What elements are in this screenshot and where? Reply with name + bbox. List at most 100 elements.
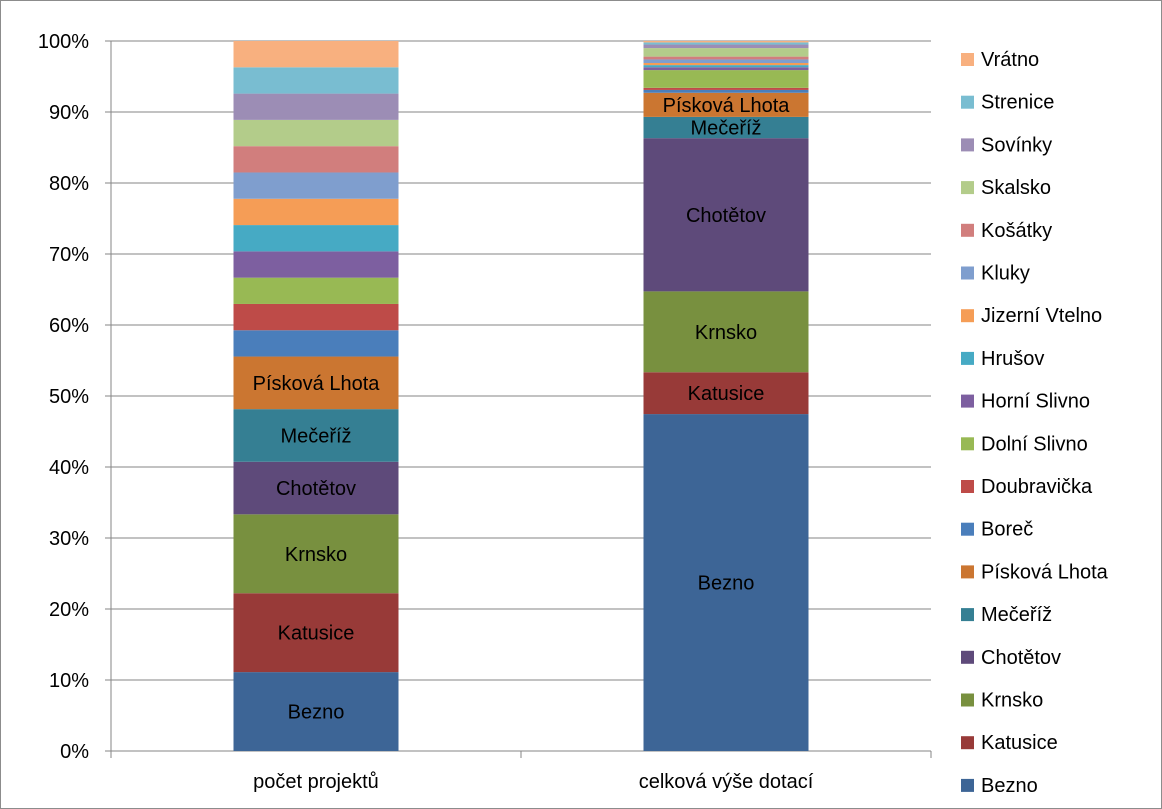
y-tick-label: 40%: [49, 457, 89, 479]
bar-segment: [643, 89, 809, 93]
bar-segment: [643, 372, 809, 415]
legend-label: Sovínky: [981, 134, 1052, 156]
bar-segment: [643, 42, 809, 45]
legend-label: Jizerní Vtelno: [981, 305, 1102, 327]
bar-segment: [643, 116, 809, 139]
bar-segment: [233, 672, 399, 751]
legend-swatch: [961, 650, 974, 664]
y-tick-label: 10%: [49, 670, 89, 692]
legend-label: Košátky: [981, 220, 1052, 242]
bar-segment: [643, 56, 809, 60]
data-label: Krnsko: [695, 322, 757, 344]
legend-label: Horní Slivno: [981, 391, 1090, 413]
data-label: Bezno: [288, 702, 345, 724]
bar-segment: [643, 414, 809, 751]
bar-segment: [233, 67, 399, 94]
legend-swatch: [961, 95, 974, 109]
bar-segment: [233, 198, 399, 226]
legend-label: Písková Lhota: [981, 561, 1109, 583]
bar-segment: [233, 146, 399, 173]
data-label: Krnsko: [285, 544, 347, 566]
data-label: Bezno: [698, 573, 755, 595]
bar-segment: [643, 67, 809, 71]
legend-swatch: [961, 480, 974, 493]
y-tick-label: 30%: [49, 528, 89, 550]
bar-segment: [643, 92, 809, 117]
legend-swatch: [961, 309, 974, 323]
bar-segment: [233, 277, 399, 304]
legend-swatch: [961, 223, 974, 237]
bar-segment: [643, 59, 809, 63]
data-label: Mečeříž: [280, 425, 351, 447]
bar-segment: [643, 291, 809, 373]
legend-label: Vrátno: [981, 49, 1039, 71]
legend-label: Katusice: [981, 732, 1058, 754]
x-category-label: počet projektů: [253, 771, 379, 793]
y-tick-label: 90%: [49, 102, 89, 124]
bar-segment: [643, 87, 809, 90]
y-tick-label: 70%: [49, 244, 89, 266]
y-tick-label: 80%: [49, 173, 89, 195]
legend-swatch: [961, 138, 974, 152]
data-labels: BeznoKatusiceKrnskoChotětovMečeřížPískov…: [253, 95, 791, 724]
bar-segment: [643, 138, 809, 292]
legend-swatch: [961, 266, 974, 280]
y-tick-label: 20%: [49, 599, 89, 621]
data-label: Katusice: [278, 623, 355, 645]
legend-label: Doubravička: [981, 476, 1093, 498]
bar-segment: [643, 41, 809, 43]
legend-swatch: [961, 394, 974, 408]
legend-swatch: [961, 53, 974, 66]
bar-segment: [643, 62, 809, 66]
data-label: Chotětov: [276, 478, 356, 500]
legend-swatch: [961, 693, 974, 707]
axes: 0% 10% 20% 30% 40% 50% 60% 70% 80% 90% 100% počet p…: [38, 31, 932, 793]
legend-label: Boreč: [981, 519, 1033, 541]
y-tick-label: 100%: [38, 31, 89, 53]
legend-label: Skalsko: [981, 177, 1051, 199]
bar-segment: [233, 514, 399, 594]
legend-label: Chotětov: [981, 647, 1061, 669]
legend-swatch: [961, 608, 974, 622]
legend-label: Krnsko: [981, 690, 1043, 712]
bar-segment: [233, 119, 399, 147]
bar-segment: [643, 70, 809, 88]
bar-segment: [233, 93, 399, 120]
bar-segment: [233, 409, 399, 462]
y-tick-label: 0%: [60, 741, 89, 763]
bar-segment: [643, 44, 809, 49]
x-category-label: celková výše dotací: [639, 771, 814, 793]
data-label: Mečeříž: [690, 118, 761, 140]
legend: Vrátno Strenice Sovínky Skalsko Košátky Kluky…: [961, 49, 1109, 797]
bar-segment: [233, 461, 399, 515]
legend-label: Mečeříž: [981, 604, 1052, 626]
bar-segment: [233, 303, 399, 331]
bar-segment: [643, 48, 809, 57]
legend-label: Hrušov: [981, 348, 1044, 370]
legend-swatch: [961, 565, 974, 579]
legend-label: Dolní Slivno: [981, 433, 1088, 455]
bar-segment: [233, 356, 399, 410]
legend-swatch: [961, 437, 974, 451]
data-label: Písková Lhota: [253, 373, 381, 395]
data-label: Chotětov: [686, 205, 766, 227]
legend-swatch: [961, 522, 974, 536]
y-tick-label: 50%: [49, 386, 89, 408]
bar-segment: [233, 251, 399, 278]
legend-label: Kluky: [981, 263, 1030, 285]
legend-label: Strenice: [981, 92, 1054, 114]
legend-swatch: [961, 736, 974, 750]
legend-label: Bezno: [981, 775, 1038, 797]
bar-segment: [233, 225, 399, 252]
legend-swatch: [961, 351, 974, 365]
bar-segment: [233, 172, 399, 199]
legend-swatch: [961, 181, 974, 195]
data-label: Písková Lhota: [663, 95, 791, 117]
bar-segment: [233, 330, 399, 357]
bar-segment: [233, 41, 399, 68]
bar-segment: [233, 593, 399, 673]
data-label: Katusice: [688, 383, 765, 405]
bars: [233, 41, 809, 751]
